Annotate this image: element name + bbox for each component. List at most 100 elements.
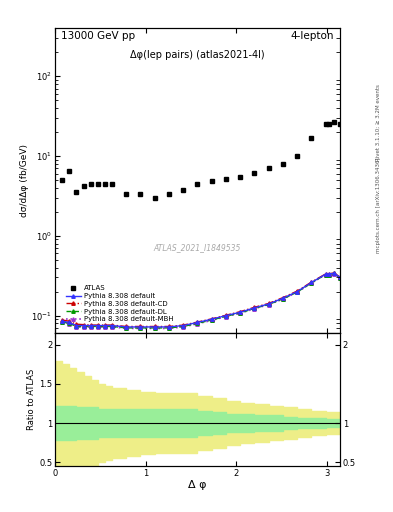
Pythia 8.308 default [60, 318, 64, 324]
Pythia 8.308 default-MBH [124, 325, 129, 331]
Pythia 8.308 default-MBH [323, 271, 328, 278]
Pythia 8.308 default-DL [338, 275, 342, 281]
Pythia 8.308 default-MBH [88, 324, 93, 330]
Pythia 8.308 default-DL [152, 325, 157, 331]
Pythia 8.308 default-CD [124, 324, 129, 330]
ATLAS [252, 169, 257, 176]
Pythia 8.308 default [195, 319, 200, 326]
Pythia 8.308 default-MBH [281, 296, 285, 302]
ATLAS [60, 177, 64, 183]
ATLAS [124, 191, 129, 198]
Pythia 8.308 default-CD [95, 322, 100, 328]
Pythia 8.308 default-MBH [74, 324, 79, 330]
Pythia 8.308 default [74, 323, 79, 329]
Pythia 8.308 default-MBH [309, 280, 314, 286]
Pythia 8.308 default [326, 271, 331, 278]
ATLAS [309, 135, 314, 141]
Pythia 8.308 default-DL [138, 325, 143, 331]
Pythia 8.308 default-MBH [326, 271, 331, 278]
Pythia 8.308 default-CD [309, 279, 314, 285]
Pythia 8.308 default-CD [295, 288, 299, 294]
Pythia 8.308 default [167, 324, 171, 330]
Pythia 8.308 default-CD [252, 304, 257, 310]
ATLAS [88, 181, 93, 187]
Line: ATLAS: ATLAS [60, 119, 342, 200]
ATLAS [67, 168, 72, 174]
Pythia 8.308 default-DL [326, 271, 331, 278]
Pythia 8.308 default-MBH [110, 324, 114, 330]
Pythia 8.308 default [124, 324, 129, 330]
ATLAS [95, 181, 100, 187]
Pythia 8.308 default-DL [74, 324, 79, 330]
Pythia 8.308 default-CD [138, 324, 143, 330]
Pythia 8.308 default-MBH [224, 313, 228, 319]
Pythia 8.308 default-CD [338, 274, 342, 280]
Pythia 8.308 default [295, 288, 299, 294]
ATLAS [224, 176, 228, 182]
Pythia 8.308 default-MBH [181, 324, 185, 330]
Pythia 8.308 default-DL [252, 305, 257, 311]
ATLAS [281, 161, 285, 167]
ATLAS [238, 174, 242, 180]
Pythia 8.308 default-MBH [332, 270, 337, 276]
Pythia 8.308 default [95, 323, 100, 329]
Pythia 8.308 default-MBH [266, 302, 271, 308]
Pythia 8.308 default-DL [88, 324, 93, 330]
Pythia 8.308 default-CD [103, 322, 107, 328]
Pythia 8.308 default-MBH [295, 289, 299, 295]
Pythia 8.308 default [266, 301, 271, 307]
Pythia 8.308 default-MBH [209, 317, 214, 324]
X-axis label: Δ φ: Δ φ [188, 480, 207, 490]
ATLAS [103, 181, 107, 187]
Pythia 8.308 default-CD [332, 270, 337, 276]
Pythia 8.308 default-MBH [103, 324, 107, 330]
Pythia 8.308 default-MBH [60, 319, 64, 326]
Pythia 8.308 default-DL [323, 271, 328, 278]
ATLAS [332, 118, 337, 124]
Pythia 8.308 default-DL [266, 302, 271, 308]
Pythia 8.308 default-DL [167, 325, 171, 331]
Pythia 8.308 default-CD [67, 318, 72, 324]
Line: Pythia 8.308 default-CD: Pythia 8.308 default-CD [61, 271, 342, 328]
Text: ATLAS_2021_I1849535: ATLAS_2021_I1849535 [154, 243, 241, 252]
Pythia 8.308 default-DL [81, 324, 86, 330]
Pythia 8.308 default-DL [309, 280, 314, 286]
Pythia 8.308 default [103, 323, 107, 329]
Pythia 8.308 default-DL [195, 320, 200, 326]
Y-axis label: Ratio to ATLAS: Ratio to ATLAS [28, 369, 36, 430]
ATLAS [209, 178, 214, 184]
ATLAS [181, 186, 185, 193]
Pythia 8.308 default [110, 323, 114, 329]
ATLAS [81, 183, 86, 189]
Pythia 8.308 default-CD [110, 322, 114, 328]
Pythia 8.308 default [67, 319, 72, 326]
Pythia 8.308 default-MBH [338, 275, 342, 281]
Pythia 8.308 default-CD [181, 322, 185, 328]
Pythia 8.308 default-CD [224, 312, 228, 318]
Text: Rivet 3.1.10; ≥ 3.2M events: Rivet 3.1.10; ≥ 3.2M events [376, 84, 380, 161]
Pythia 8.308 default-MBH [238, 310, 242, 316]
Pythia 8.308 default-DL [67, 320, 72, 326]
Y-axis label: dσ/dΔφ (fb/GeV): dσ/dΔφ (fb/GeV) [20, 144, 29, 217]
Pythia 8.308 default-DL [103, 324, 107, 330]
Text: 13000 GeV pp: 13000 GeV pp [61, 31, 135, 41]
Pythia 8.308 default-DL [209, 317, 214, 323]
Pythia 8.308 default-DL [281, 296, 285, 302]
ATLAS [266, 165, 271, 172]
ATLAS [338, 121, 342, 127]
ATLAS [152, 195, 157, 201]
Pythia 8.308 default [332, 270, 337, 276]
Pythia 8.308 default [209, 316, 214, 322]
Pythia 8.308 default [281, 295, 285, 301]
Pythia 8.308 default [323, 271, 328, 278]
Pythia 8.308 default-CD [326, 271, 331, 277]
ATLAS [138, 191, 143, 198]
Pythia 8.308 default [224, 312, 228, 318]
Pythia 8.308 default-CD [195, 319, 200, 325]
Pythia 8.308 default-DL [60, 319, 64, 325]
Pythia 8.308 default-CD [74, 321, 79, 327]
Pythia 8.308 default-CD [209, 316, 214, 322]
Text: mcplots.cern.ch [arXiv:1306.3436]: mcplots.cern.ch [arXiv:1306.3436] [376, 157, 380, 252]
Pythia 8.308 default-MBH [95, 324, 100, 330]
Line: Pythia 8.308 default-DL: Pythia 8.308 default-DL [61, 272, 342, 330]
